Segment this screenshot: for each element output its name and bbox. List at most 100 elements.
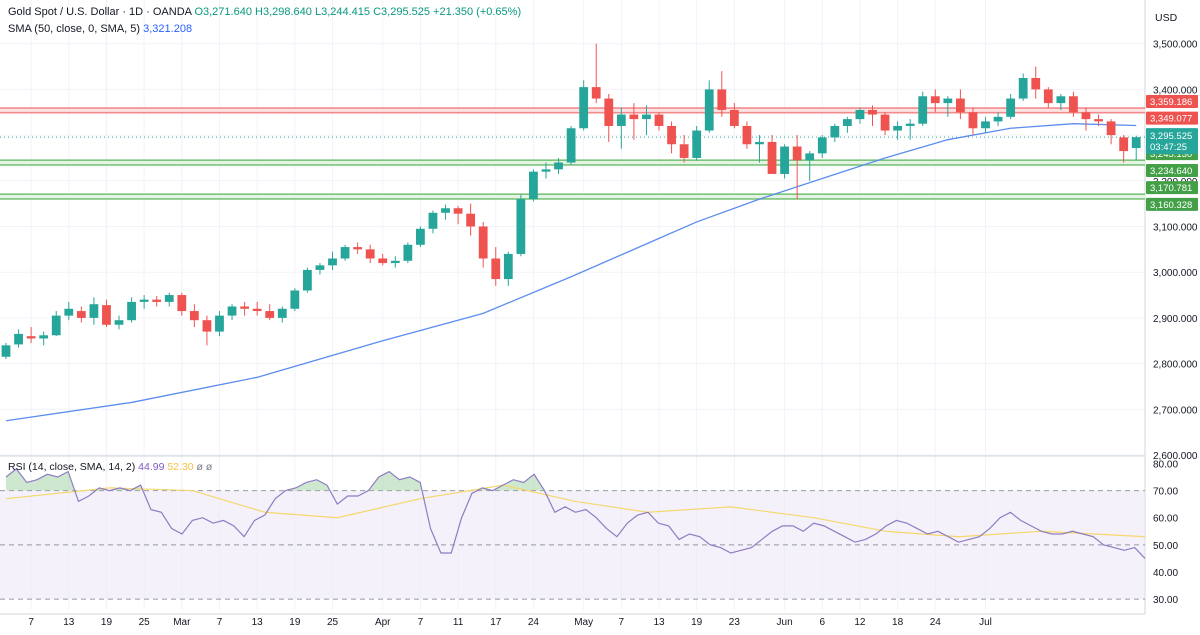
candle-body: [604, 98, 614, 126]
candle-body: [51, 315, 61, 336]
level-tag-label: 3,359.186: [1150, 97, 1192, 108]
candle-body: [554, 162, 563, 170]
candle-body: [616, 114, 626, 126]
candle-body: [340, 247, 350, 259]
candle-body: [240, 306, 249, 309]
price-tick-label: 3,400.000: [1153, 85, 1198, 96]
time-tick-label: 24: [528, 617, 540, 628]
symbol-title: Gold Spot / U.S. Dollar · 1D · OANDA: [8, 6, 192, 18]
sma-label: SMA (50, close, 0, SMA, 5): [8, 23, 141, 35]
candle-body: [1106, 121, 1116, 136]
time-axis: 7 13 19 25 Mar 7 13 19 25 Apr 7 11 17 24 May 7 13 19 23 Jun…: [0, 613, 1145, 628]
open-value: O3,271.640: [194, 6, 252, 18]
ohlc-legend: Gold Spot / U.S. Dollar · 1D · OANDA O3,…: [8, 6, 521, 18]
candle-body: [328, 258, 337, 266]
rsi-extra: ø ø: [196, 461, 213, 473]
candle-body: [780, 146, 789, 174]
candle-body: [855, 109, 865, 120]
candle-body: [26, 336, 36, 339]
time-tick-label: 13: [653, 617, 665, 628]
rsi-tick-label: 30.00: [1153, 595, 1178, 606]
time-tick-label: Jul: [979, 617, 992, 628]
candle-body: [89, 304, 99, 318]
rsi-tick-label: 40.00: [1153, 568, 1178, 579]
support-zone-lower: [0, 194, 1145, 199]
candle-body: [315, 265, 325, 270]
support-zone-upper: [0, 160, 1145, 165]
rsi-line: [5, 468, 1146, 559]
price-tick-label: 3,500.000: [1153, 40, 1198, 51]
change-value: +21.350 (+0.65%): [433, 6, 522, 18]
time-tick-label: 19: [691, 617, 703, 628]
candle-body: [403, 244, 413, 261]
candle-body: [252, 308, 262, 312]
rsi-pane: [0, 468, 1146, 600]
candle-body: [993, 116, 1003, 122]
candle-body: [390, 260, 400, 264]
candle-body: [742, 125, 752, 145]
candle-body: [164, 295, 174, 302]
candle-body: [968, 112, 978, 129]
candle-body: [1018, 77, 1028, 99]
currency-label[interactable]: USD: [1155, 12, 1178, 24]
candle-body: [516, 199, 526, 254]
candle-body: [642, 114, 651, 120]
candle-body: [76, 311, 86, 318]
candle-body: [428, 212, 438, 229]
candle-body: [981, 121, 990, 129]
price-tick-label: 2,700.000: [1153, 405, 1198, 416]
candle-body: [1056, 96, 1066, 104]
candle-body: [478, 226, 488, 259]
rsi-legend[interactable]: RSI (14, close, SMA, 14, 2) 44.99 52.30 …: [8, 461, 212, 473]
level-tag: [1146, 163, 1198, 177]
price-tick-label: 2,900.000: [1153, 314, 1198, 325]
candle-body: [893, 125, 903, 131]
candle-body: [189, 311, 199, 321]
candle-body: [14, 333, 23, 345]
price-axis: 3,500.0003,400.0003,300.0003,200.0003,10…: [1146, 40, 1198, 606]
candle-body: [704, 89, 714, 131]
candle-body: [453, 208, 463, 214]
candle-body: [1006, 98, 1016, 117]
time-tick-label: 13: [252, 617, 264, 628]
price-tick-label: 2,800.000: [1153, 360, 1198, 371]
candle-body: [842, 119, 852, 126]
candle-body: [491, 258, 501, 280]
time-tick-label: 25: [327, 617, 339, 628]
level-tag: [1146, 181, 1198, 195]
last-price-tag: [1146, 128, 1198, 155]
rsi-value: 44.99: [138, 461, 165, 473]
time-tick-label: 7: [619, 617, 625, 628]
rsi-tick-label: 60.00: [1153, 514, 1178, 525]
candle-body: [767, 141, 777, 174]
candle-body: [830, 125, 840, 138]
time-tick-label: 11: [453, 617, 464, 628]
candle-body: [1131, 137, 1141, 149]
level-tag-label: 3,160.328: [1150, 200, 1192, 211]
time-tick-label: 6: [819, 617, 825, 628]
rsi-label: RSI (14, close, SMA, 14, 2): [8, 461, 136, 473]
candle-body: [667, 125, 676, 145]
candle-body: [1043, 89, 1053, 104]
candle-body: [541, 169, 551, 172]
time-tick-label: 7: [28, 617, 34, 628]
price-tick-label: 2,600.000: [1153, 451, 1198, 462]
candle-body: [139, 299, 149, 302]
candle-body: [416, 228, 425, 245]
level-tag: [1146, 197, 1198, 211]
high-value: H3,298.640: [255, 6, 312, 18]
candle-body: [302, 269, 312, 291]
candle-body: [353, 247, 363, 250]
candle-body: [943, 98, 953, 104]
candle-body: [114, 320, 124, 325]
sma-legend[interactable]: SMA (50, close, 0, SMA, 5) 3,321.208: [8, 23, 192, 35]
candle-body: [629, 114, 639, 120]
level-tag-label: 3,245.130: [1150, 149, 1192, 160]
candle-body: [591, 87, 601, 99]
time-tick-label: 7: [418, 617, 424, 628]
time-tick-label: 19: [101, 617, 113, 628]
time-tick-label: Mar: [173, 617, 191, 628]
time-tick-label: 18: [892, 617, 904, 628]
candle-body: [1119, 137, 1129, 152]
